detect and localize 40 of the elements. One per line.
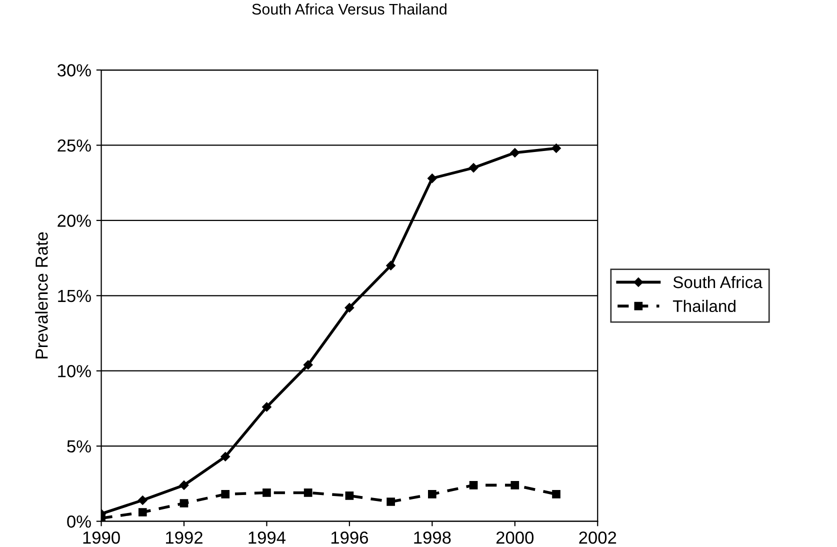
y-tick-label: 5% [67,440,91,453]
x-tick-label: 1998 [414,531,451,544]
point [468,163,478,172]
point [179,480,189,490]
y-tick-label: 10% [58,365,91,378]
y-tick-label: 25% [58,139,91,152]
legend-label: South Africa [673,276,762,288]
x-tick-label: 1996 [331,531,368,544]
point [552,490,560,498]
x-tick-label: 2002 [579,531,616,544]
point [262,402,272,412]
y-tick-label: 0% [67,515,91,528]
point [221,490,230,498]
point [303,360,313,370]
point [220,452,230,462]
point [344,303,354,312]
point [552,144,561,153]
y-tick-label: 20% [58,214,91,227]
point [262,488,271,497]
point [345,492,354,500]
x-tick-label: 1994 [248,531,286,544]
x-tick-label: 1990 [83,531,120,544]
point [510,148,520,158]
x-tick-label: 1992 [166,531,202,544]
x-tick-label: 2000 [496,531,534,544]
point [138,496,148,505]
point [386,498,395,506]
point [304,488,312,497]
point [386,260,396,270]
point [428,174,437,183]
y-axis-title: Prevalence Rate [35,232,48,358]
y-tick-label: 15% [58,290,91,302]
point [428,490,436,498]
y-tick-label: 30% [57,64,91,76]
point [469,481,478,490]
legend-label: Thailand [672,300,736,312]
point [138,508,147,516]
point [510,481,520,490]
chart-title: South Africa Versus Thailand [252,3,446,15]
point [180,499,188,508]
